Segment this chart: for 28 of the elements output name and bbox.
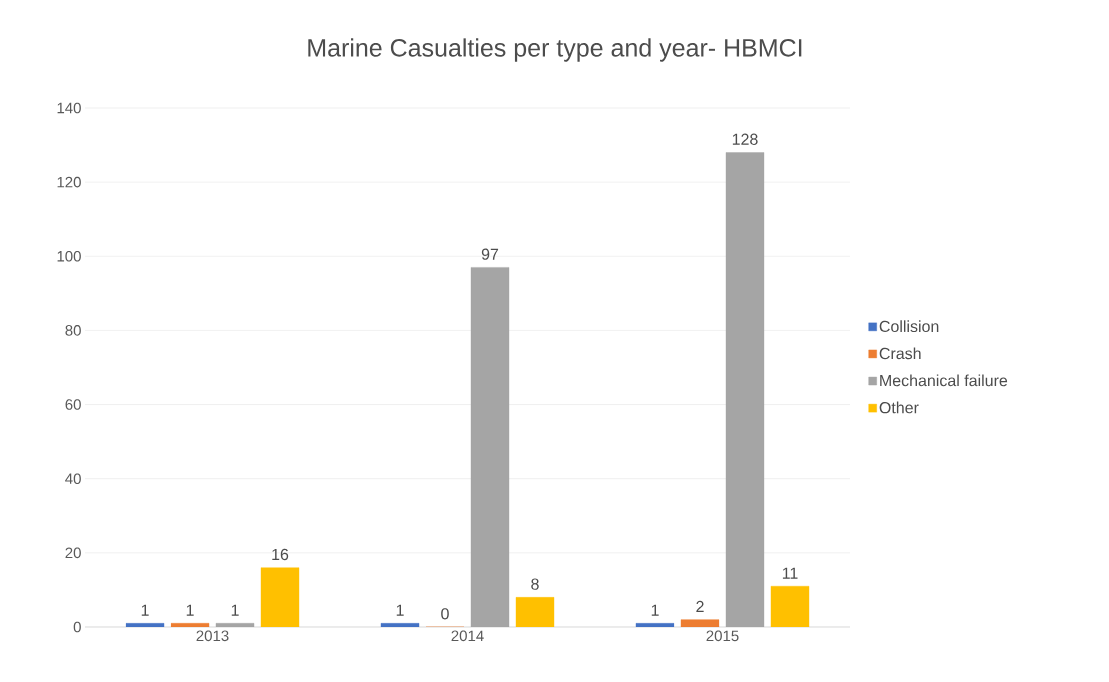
data-label: 8 (531, 578, 539, 590)
data-label: 0 (441, 608, 449, 620)
data-label: 1 (651, 604, 659, 616)
data-label: 1 (186, 604, 194, 616)
legend-label: Crash (879, 347, 921, 360)
y-tick-label: 60 (65, 399, 81, 410)
y-tick-label: 0 (73, 621, 81, 633)
y-tick-label: 140 (57, 102, 81, 114)
y-tick-label: 120 (57, 176, 81, 188)
y-tick-label: 20 (65, 547, 81, 559)
data-label: 1 (396, 604, 404, 616)
y-tick-label: 80 (65, 325, 81, 336)
x-tick-label: 2015 (706, 630, 739, 642)
legend-label: Other (879, 401, 919, 414)
data-label: 11 (782, 567, 798, 579)
data-label: 16 (272, 548, 289, 561)
y-tick-label: 40 (65, 473, 81, 485)
data-label: 97 (481, 248, 499, 260)
chart-title: Marine Casualties per type and year- HBMCI (308, 38, 802, 62)
y-tick-label: 100 (57, 250, 81, 262)
legend-label: Mechanical failure (880, 374, 1008, 387)
data-label: 1 (231, 604, 239, 616)
x-tick-label: 2013 (196, 630, 229, 642)
legend-label: Collision (879, 320, 939, 333)
data-label: 2 (696, 600, 704, 613)
data-label: 128 (732, 133, 758, 145)
x-tick-label: 2014 (451, 630, 484, 642)
data-label: 1 (141, 604, 149, 616)
